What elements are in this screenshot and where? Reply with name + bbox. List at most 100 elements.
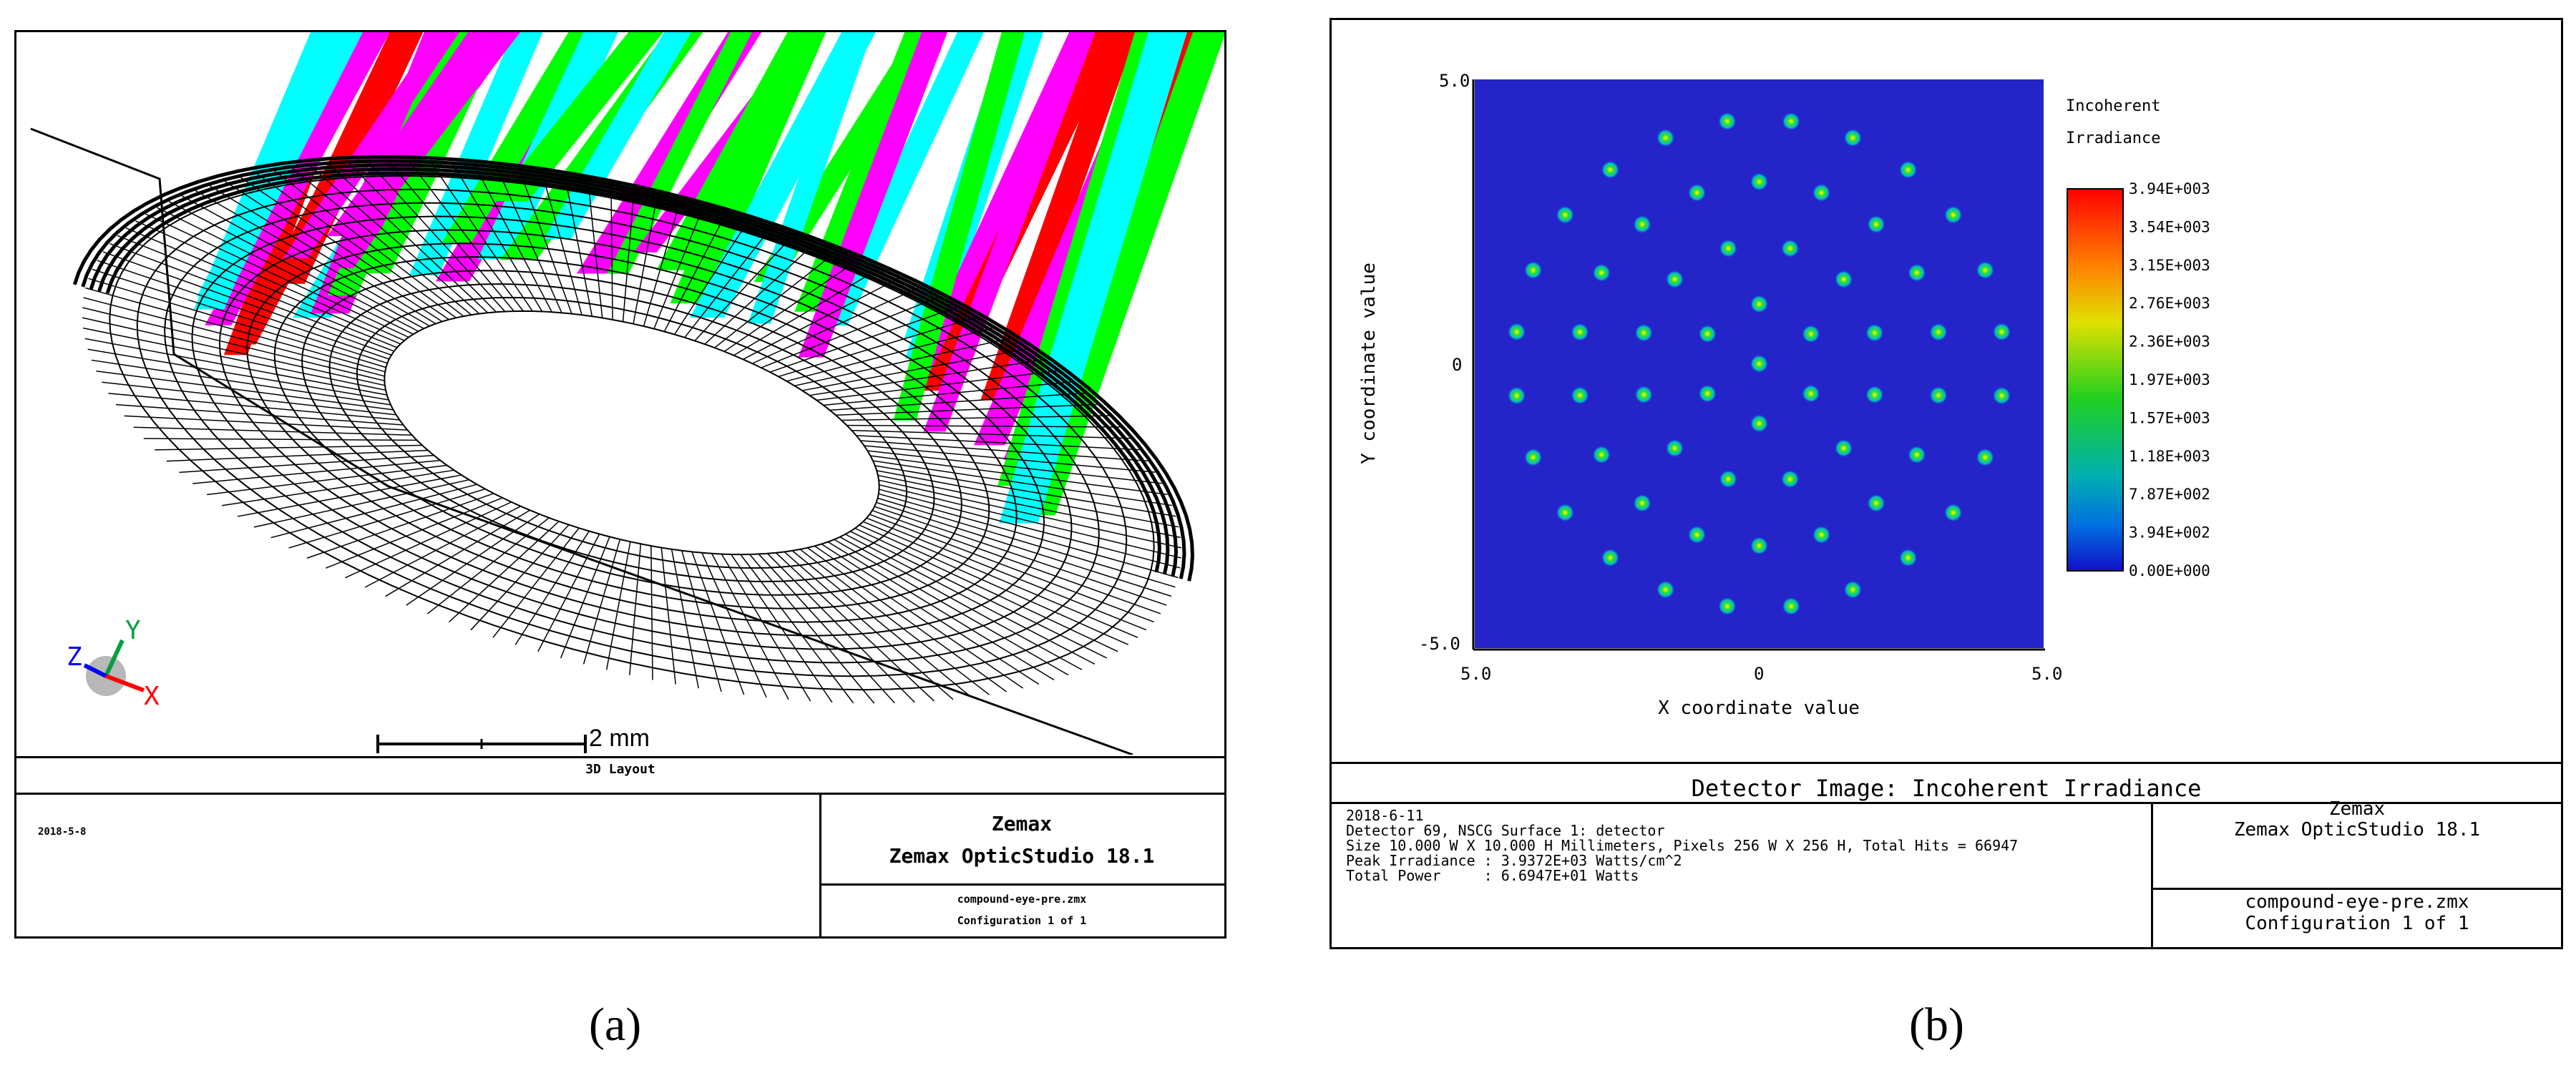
colorbar-tick-label: 3.94E+002 bbox=[2129, 524, 2210, 542]
irradiance-spot bbox=[1719, 469, 1738, 489]
legend-title-2: Irradiance bbox=[2066, 129, 2160, 147]
irradiance-spot bbox=[1698, 324, 1717, 343]
file-label: compound-eye-pre.zmx bbox=[957, 893, 1087, 906]
irradiance-spot bbox=[1556, 503, 1575, 522]
date-label: 2018-5-8 bbox=[38, 826, 87, 838]
colorbar-ticks: 3.94E+003 3.54E+003 3.15E+003 2.76E+003 2.36… bbox=[2129, 180, 2210, 579]
irradiance-spot bbox=[1812, 525, 1831, 544]
irradiance-spot bbox=[1780, 469, 1800, 489]
irradiance-spot bbox=[1834, 439, 1853, 458]
x-tick-right: 5.0 bbox=[2031, 664, 2062, 684]
irradiance-spot bbox=[1556, 205, 1575, 225]
irradiance-spot bbox=[1570, 323, 1589, 342]
colorbar-tick-label: 3.15E+003 bbox=[2129, 257, 2210, 274]
ray-bundle bbox=[923, 32, 1096, 432]
caption-a: (a) bbox=[589, 999, 642, 1051]
axis-z-label: Z bbox=[67, 642, 82, 672]
irradiance-spot bbox=[1865, 323, 1884, 343]
irradiance-spot bbox=[1907, 445, 1926, 464]
irradiance-spot bbox=[1592, 263, 1611, 283]
ray-bundles bbox=[194, 32, 1224, 524]
irradiance-spot bbox=[1601, 160, 1620, 180]
info-date: 2018-6-11 bbox=[1346, 807, 1424, 824]
irradiance-spot bbox=[1780, 239, 1800, 258]
y-axis-label: Y coordinate value bbox=[1358, 263, 1380, 464]
irradiance-spot bbox=[1632, 215, 1652, 234]
irradiance-spot bbox=[1843, 580, 1863, 599]
irradiance-spot bbox=[1656, 580, 1675, 599]
colorbar-tick-label: 2.76E+003 bbox=[2129, 295, 2210, 312]
irradiance-spot bbox=[1570, 386, 1589, 405]
irradiance-spot bbox=[1750, 354, 1769, 373]
panel-3d-layout: Y X Z 2 mm 3D Layout 2018-5-8 Zemax Zema… bbox=[14, 30, 1226, 939]
company-label: Zemax bbox=[991, 812, 1053, 836]
irradiance-spot bbox=[1687, 525, 1707, 544]
scale-bar-label: 2 mm bbox=[589, 725, 650, 752]
irradiance-spot bbox=[1801, 384, 1820, 403]
irradiance-spot bbox=[1843, 128, 1863, 147]
irradiance-spot bbox=[1943, 205, 1963, 225]
irradiance-spot bbox=[1665, 270, 1684, 289]
ray-bundle bbox=[409, 32, 543, 275]
ray-bundle bbox=[670, 32, 826, 303]
axis-x-label: X bbox=[144, 682, 160, 711]
configuration-label: Configuration 1 of 1 bbox=[957, 914, 1087, 927]
ray-bundle bbox=[893, 32, 1025, 421]
info-line-1: Detector 69, NSCG Surface 1: detector bbox=[1346, 822, 1665, 839]
ray-bundle bbox=[999, 32, 1187, 524]
irradiance-spot bbox=[1929, 386, 1948, 405]
irradiance-spot bbox=[1634, 323, 1654, 343]
irradiance-spot bbox=[1812, 183, 1831, 202]
ray-bundle bbox=[607, 32, 753, 274]
x-axis-label: X coordinate value bbox=[1658, 697, 1860, 719]
irradiance-spot bbox=[1992, 322, 2011, 341]
surface-outline bbox=[30, 127, 1133, 755]
irradiance-spot bbox=[1992, 386, 2011, 406]
irradiance-spot bbox=[1507, 386, 1526, 406]
colorbar-tick-label: 3.94E+003 bbox=[2129, 180, 2210, 197]
irradiance-spot bbox=[1717, 597, 1737, 616]
irradiance-spot bbox=[1634, 385, 1654, 404]
irradiance-spot bbox=[1867, 494, 1886, 513]
irradiance-spot bbox=[1750, 536, 1769, 555]
irradiance-spot bbox=[1632, 494, 1652, 513]
caption-b: (b) bbox=[1909, 999, 1964, 1051]
colorbar-tick-label: 3.54E+003 bbox=[2129, 218, 2210, 235]
irradiance-spot bbox=[1656, 128, 1675, 147]
irradiance-spot bbox=[1834, 270, 1853, 289]
irradiance-spot bbox=[1717, 112, 1737, 131]
irradiance-spot bbox=[1929, 323, 1948, 342]
product-label: Zemax OpticStudio 18.1 bbox=[2233, 819, 2481, 841]
colorbar-tick-label: 1.57E+003 bbox=[2129, 409, 2210, 426]
file-label: compound-eye-pre.zmx bbox=[2245, 891, 2469, 913]
irradiance-spot bbox=[1523, 260, 1543, 280]
colorbar-tick-label: 7.87E+002 bbox=[2129, 486, 2210, 503]
irradiance-spots bbox=[1507, 112, 2011, 616]
irradiance-spot bbox=[1867, 215, 1886, 234]
irradiance-spot bbox=[1698, 384, 1717, 403]
x-tick-left: 5.0 bbox=[1460, 664, 1491, 684]
legend-title-1: Incoherent bbox=[2066, 97, 2160, 115]
irradiance-spot bbox=[1523, 448, 1543, 467]
irradiance-spot bbox=[1801, 324, 1820, 343]
plot-title: 3D Layout bbox=[585, 762, 655, 777]
info-block: 2018-6-11 Detector 69, NSCG Surface 1: de… bbox=[1346, 808, 2018, 883]
irradiance-spot bbox=[1592, 445, 1611, 464]
irradiance-spot bbox=[1665, 439, 1684, 458]
ray-bundle bbox=[493, 32, 663, 202]
irradiance-spot bbox=[1719, 239, 1738, 258]
irradiance-spot bbox=[1976, 448, 1995, 467]
irradiance-spot bbox=[1687, 183, 1707, 202]
lens-array-mesh bbox=[72, 155, 1195, 704]
colorbar-tick-label: 2.36E+003 bbox=[2129, 333, 2210, 351]
y-tick-mid: 0 bbox=[1452, 355, 1462, 375]
ray-bundle bbox=[366, 32, 520, 195]
irradiance-spot bbox=[1507, 322, 1526, 341]
irradiance-spot bbox=[1750, 172, 1769, 192]
y-tick-top: 5.0 bbox=[1439, 71, 1470, 91]
info-line-2: Size 10.000 W X 10.000 H Millimeters, Pi… bbox=[1346, 837, 2019, 854]
colorbar-tick-label: 1.97E+003 bbox=[2129, 371, 2210, 388]
irradiance-spot bbox=[1907, 263, 1926, 283]
y-tick-bottom: -5.0 bbox=[1419, 634, 1460, 654]
ray-bundle bbox=[283, 32, 459, 259]
